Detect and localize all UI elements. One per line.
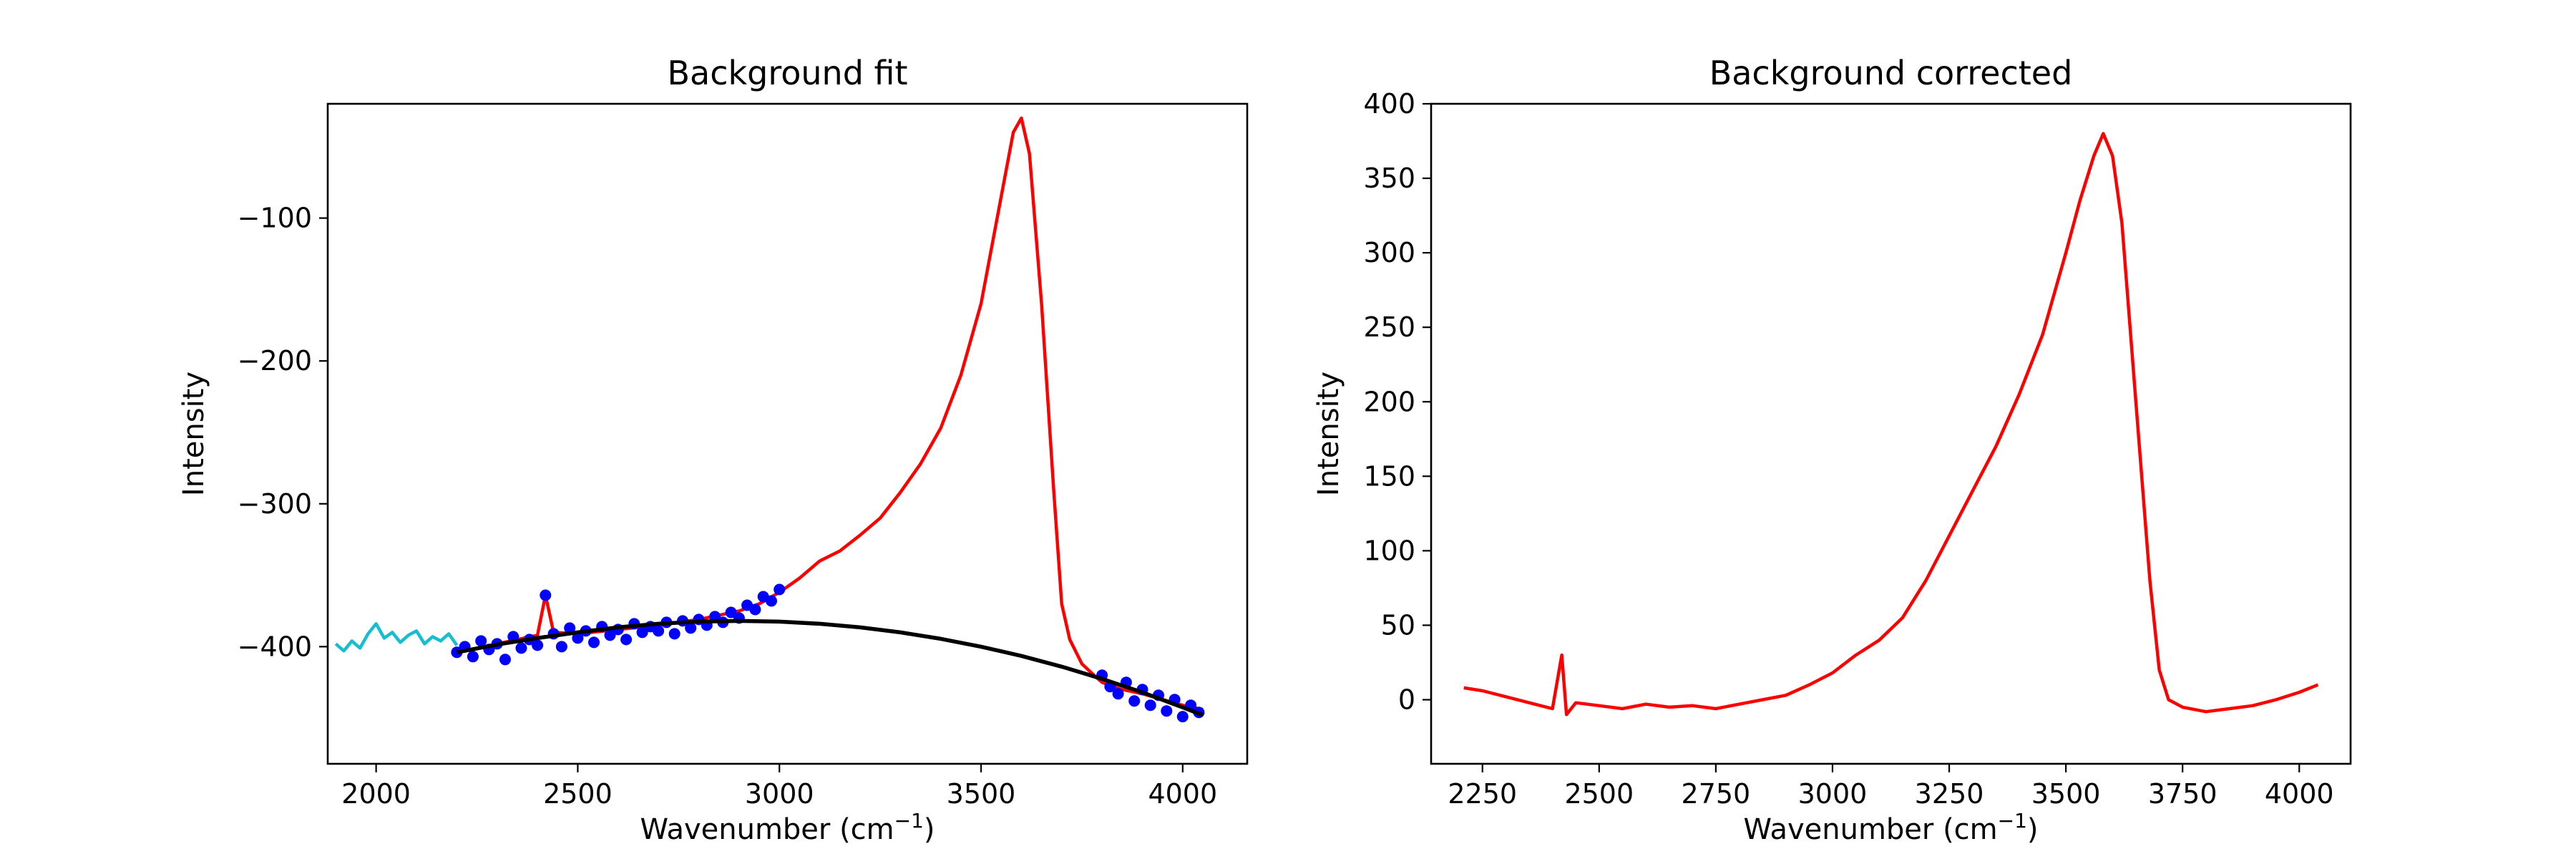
background-corrected-panel: 2250 2500 2750 3000 3250 3500 3750 4000 0 50 100 15… bbox=[1312, 54, 2352, 847]
x-axis-label: Wavenumber (cm−1) bbox=[1743, 809, 2038, 847]
data-point-background-points-high bbox=[1128, 695, 1141, 707]
data-point-background-points-low bbox=[620, 634, 633, 646]
axes-frame bbox=[1430, 102, 2352, 765]
series-corrected-signal bbox=[1463, 132, 2319, 717]
y-tick-label: 50 bbox=[1381, 609, 1415, 641]
y-tick-label: 150 bbox=[1363, 460, 1415, 492]
y-tick-label: −200 bbox=[238, 345, 312, 377]
data-point-background-points-low bbox=[467, 651, 479, 663]
y-tick-label: −400 bbox=[238, 631, 312, 662]
data-point-background-points-low bbox=[604, 629, 616, 641]
x-tick-label: 3000 bbox=[745, 778, 814, 810]
data-point-background-points-low bbox=[685, 622, 697, 634]
x-tick-label: 2000 bbox=[341, 778, 411, 810]
x-tick-label: 3500 bbox=[2031, 778, 2101, 810]
x-axis-label: Wavenumber (cm−1) bbox=[640, 809, 935, 847]
x-axis-label-suffix: ) bbox=[2027, 813, 2039, 846]
y-tick-label: 250 bbox=[1363, 311, 1415, 343]
data-point-background-points-low bbox=[564, 622, 576, 634]
data-point-background-points-low bbox=[515, 642, 527, 654]
x-tick-label: 2500 bbox=[1564, 778, 1634, 810]
data-point-background-points-low bbox=[725, 606, 737, 618]
data-point-background-points-high bbox=[1144, 699, 1156, 712]
x-tick-label: 3000 bbox=[1798, 778, 1868, 810]
x-tick-label: 4000 bbox=[1148, 778, 1217, 810]
series-polynomial-fit bbox=[456, 618, 1204, 717]
y-axis-label: Intensity bbox=[177, 372, 210, 496]
x-tick-label: 2750 bbox=[1682, 778, 1751, 810]
data-point-background-points-low bbox=[475, 635, 487, 647]
data-point-background-points-low bbox=[540, 589, 552, 601]
x-axis-label-main: Wavenumber (cm bbox=[1743, 813, 1997, 846]
y-tick-label: −100 bbox=[238, 203, 312, 234]
data-point-background-points-low bbox=[749, 603, 761, 616]
x-tick-label: 3500 bbox=[947, 778, 1016, 810]
x-axis-label-superscript: −1 bbox=[894, 809, 924, 833]
axes-frame bbox=[326, 102, 1249, 765]
data-point-background-points-low bbox=[636, 626, 648, 639]
x-tick-label: 3750 bbox=[2148, 778, 2218, 810]
x-tick-label: 2500 bbox=[543, 778, 613, 810]
x-axis-label-main: Wavenumber (cm bbox=[640, 813, 894, 846]
data-point-background-points-low bbox=[588, 636, 600, 649]
chart-title: Background fit bbox=[667, 54, 907, 92]
x-axis-label-suffix: ) bbox=[924, 813, 935, 846]
data-point-background-points-high bbox=[1112, 688, 1124, 700]
y-tick-label: 350 bbox=[1363, 162, 1415, 194]
series-signal-raw bbox=[456, 116, 1204, 712]
series-excluded-low-region bbox=[334, 622, 459, 653]
chart-title: Background corrected bbox=[1709, 54, 2073, 92]
data-point-background-points-low bbox=[766, 595, 777, 607]
x-tick-label: 3250 bbox=[1915, 778, 1984, 810]
y-tick-label: 100 bbox=[1363, 535, 1415, 566]
data-point-background-points-low bbox=[572, 632, 584, 644]
data-point-background-points-low bbox=[668, 628, 680, 640]
y-tick-label: 200 bbox=[1363, 386, 1415, 417]
y-tick-label: 300 bbox=[1363, 237, 1415, 268]
data-point-background-points-low bbox=[774, 583, 786, 596]
data-point-background-points-high bbox=[1176, 711, 1189, 723]
background-fit-panel: 2000 2500 3000 3500 4000 −100 −200 −300 −400 Back… bbox=[177, 54, 1249, 847]
x-tick-label: 4000 bbox=[2265, 778, 2334, 810]
y-tick-label: −300 bbox=[238, 488, 312, 520]
x-axis-label-superscript: −1 bbox=[1998, 809, 2027, 833]
x-tick-label: 2250 bbox=[1448, 778, 1517, 810]
y-axis-label: Intensity bbox=[1312, 372, 1345, 496]
data-point-background-points-low bbox=[499, 654, 511, 666]
data-point-background-points-high bbox=[1161, 705, 1173, 717]
y-tick-label: 400 bbox=[1363, 88, 1415, 120]
data-point-background-points-low bbox=[555, 641, 567, 653]
y-tick-label: 0 bbox=[1398, 684, 1415, 716]
data-point-background-points-low bbox=[532, 639, 544, 651]
data-point-background-points-low bbox=[653, 625, 665, 637]
